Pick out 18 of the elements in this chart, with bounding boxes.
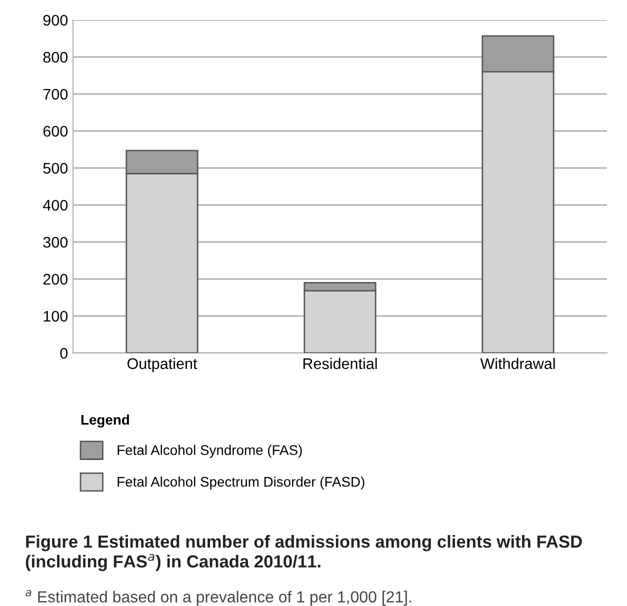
y-tick-label: 900 <box>43 14 68 26</box>
x-tick-label: Withdrawal <box>480 358 555 370</box>
y-tick-label: 800 <box>43 52 68 63</box>
y-tick-label: 100 <box>44 310 68 322</box>
x-tick-label: Outpatient <box>127 358 198 372</box>
y-tick-label: 500 <box>43 162 68 174</box>
legend-title: Legend <box>81 414 129 428</box>
y-tick-label: 200 <box>43 274 68 285</box>
x-tick-label: Residential <box>303 358 377 370</box>
text: $^{a}$ Estimated based on a prevalence of 1 per 1,000 [21]. <box>26 590 412 606</box>
y-tick-label: 300 <box>43 236 68 248</box>
y-tick-label: 0 <box>60 348 68 359</box>
y-tick-label: 400 <box>43 200 68 211</box>
y-tick-label: 600 <box>43 126 68 137</box>
y-tick-label: 700 <box>43 88 68 100</box>
legend-label: Fetal Alcohol Spectrum Disorder (FASD) <box>118 476 364 490</box>
legend-label: Fetal Alcohol Syndrome (FAS) <box>118 444 302 458</box>
caption: Figure 1 Estimated number of admissions among clients with FASD (including FAS$^{a}$) in Canada 2010/11. <box>26 535 582 572</box>
